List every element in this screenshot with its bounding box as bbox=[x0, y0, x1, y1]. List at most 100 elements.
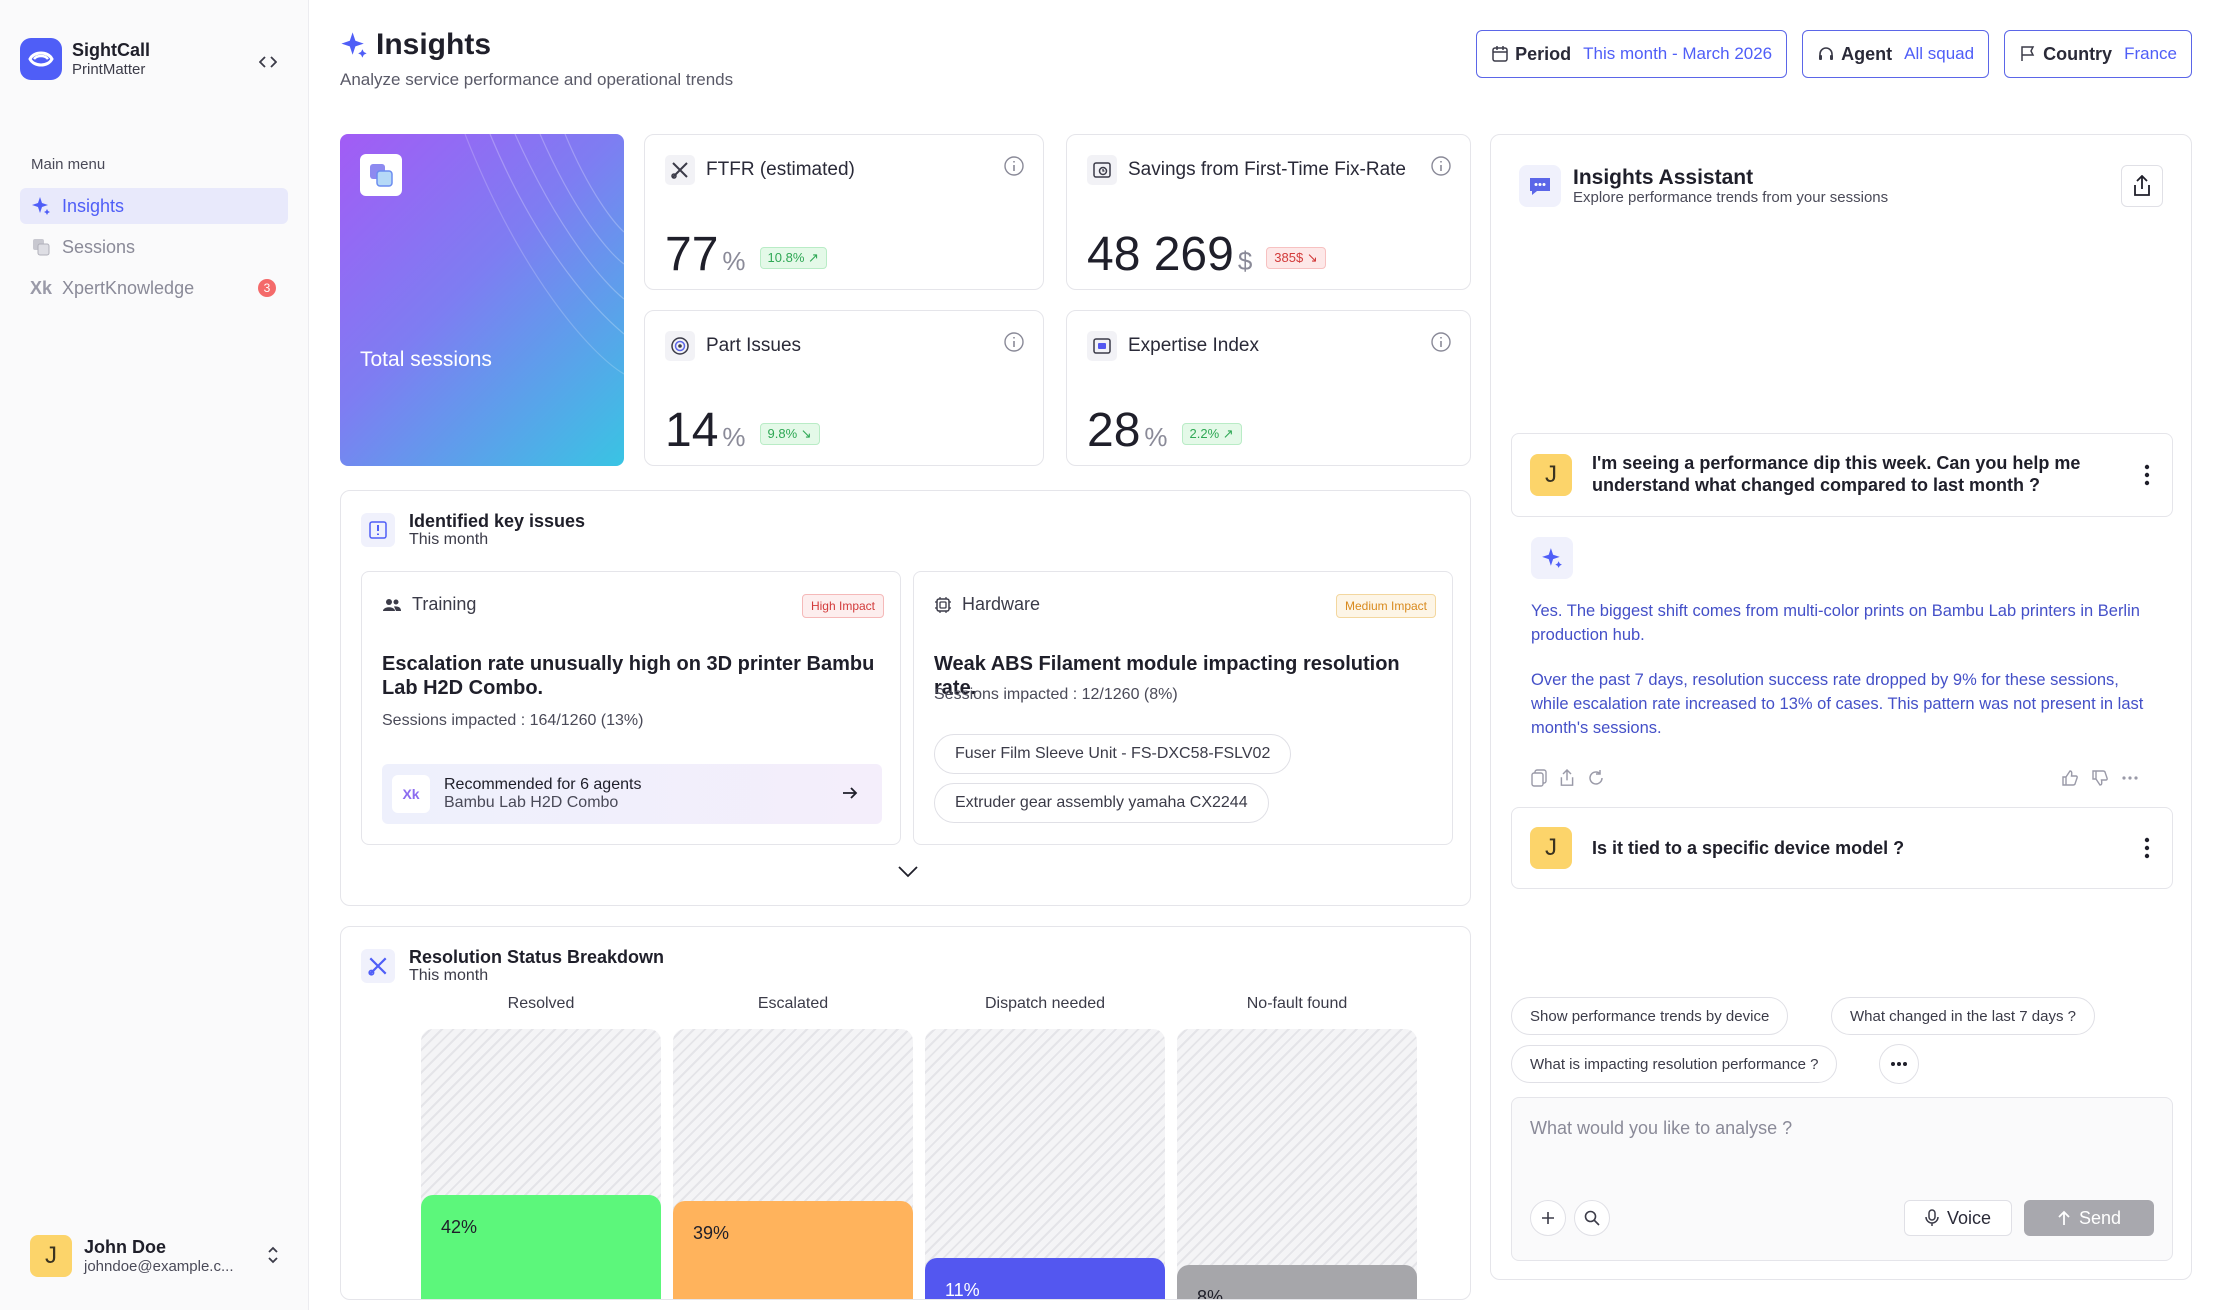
filter-value: This month - March 2026 bbox=[1583, 44, 1773, 63]
sidebar-item-label: Insights bbox=[62, 195, 125, 216]
chevron-down-icon[interactable] bbox=[896, 863, 920, 879]
arrow-up-right-icon: ↗ bbox=[1222, 425, 1234, 441]
chip-icon bbox=[934, 596, 952, 614]
share-icon bbox=[2132, 175, 2152, 197]
calendar-icon bbox=[1491, 45, 1509, 63]
bar-value-label: 42% bbox=[441, 1216, 478, 1237]
sparkle-icon bbox=[30, 195, 52, 217]
assistant-reply-paragraph: Yes. The biggest shift comes from multi-… bbox=[1531, 602, 2140, 644]
brand-name: SightCall bbox=[72, 40, 151, 60]
sidebar: SightCall PrintMatter Main menu Insights… bbox=[0, 0, 309, 1310]
more-suggestions-button[interactable] bbox=[1879, 1044, 1919, 1084]
chat-input[interactable] bbox=[1530, 1118, 2150, 1178]
reply-actions bbox=[1531, 769, 2151, 789]
user-name: John Doe bbox=[84, 1236, 167, 1257]
trend-badge: 2.2% ↗ bbox=[1181, 422, 1242, 445]
bar[interactable]: 8% bbox=[1177, 1264, 1417, 1299]
voice-button[interactable]: Voice bbox=[1904, 1200, 2013, 1236]
savings-card: Savings from First-Time Fix-Rate 48 269 … bbox=[1066, 134, 1471, 290]
copy-icon[interactable] bbox=[1531, 769, 1547, 787]
info-icon[interactable] bbox=[1430, 155, 1452, 177]
chat-composer: Voice Send bbox=[1511, 1097, 2173, 1261]
thumbs-down-icon[interactable] bbox=[2091, 769, 2109, 787]
training-issue-card[interactable]: Training High Impact Escalation rate unu… bbox=[361, 571, 901, 845]
bar-value-label: 39% bbox=[693, 1222, 730, 1243]
filter-bar: Period This month - March 2026 Agent All… bbox=[1461, 30, 2192, 78]
search-button[interactable] bbox=[1574, 1200, 1610, 1236]
more-vertical-icon[interactable] bbox=[2144, 464, 2150, 486]
microphone-icon bbox=[1925, 1209, 1939, 1227]
avatar: J bbox=[30, 1235, 72, 1277]
kpi-label: Savings from First-Time Fix-Rate bbox=[1128, 159, 1406, 180]
message-text: Is it tied to a specific device model ? bbox=[1592, 838, 1905, 858]
kpi-label: FTFR (estimated) bbox=[706, 159, 855, 180]
brand-logo bbox=[20, 38, 62, 80]
share-button[interactable] bbox=[2121, 165, 2163, 207]
section-subtitle: This month bbox=[409, 531, 489, 548]
expertise-icon bbox=[1087, 331, 1117, 361]
period-filter[interactable]: Period This month - March 2026 bbox=[1476, 30, 1788, 78]
part-chip[interactable]: Extruder gear assembly yamaha CX2244 bbox=[934, 783, 1269, 823]
recommendation-banner[interactable]: Xk Recommended for 6 agents Bambu Lab H2… bbox=[382, 764, 882, 824]
bar-track: 8% bbox=[1177, 1029, 1417, 1299]
card-wave-pattern bbox=[464, 134, 624, 375]
assistant-reply-paragraph: Over the past 7 days, resolution success… bbox=[1531, 671, 2144, 737]
expertise-index-card: Expertise Index 28 % 2.2% ↗ bbox=[1066, 310, 1471, 466]
filter-value: All squad bbox=[1904, 44, 1975, 63]
bar[interactable]: 42% bbox=[421, 1194, 661, 1299]
collapse-sidebar-button[interactable] bbox=[256, 50, 280, 74]
country-filter[interactable]: Country France bbox=[2004, 30, 2192, 78]
tools-icon bbox=[361, 949, 395, 983]
assistant-title: Insights Assistant bbox=[1573, 165, 1754, 189]
send-button[interactable]: Send bbox=[2024, 1200, 2154, 1236]
bar-category-label: No-fault found bbox=[1246, 995, 1348, 1012]
sidebar-item-sessions[interactable]: Sessions bbox=[20, 229, 288, 265]
flag-icon bbox=[2019, 45, 2037, 63]
info-icon[interactable] bbox=[1003, 331, 1025, 353]
sparkle-icon bbox=[1531, 537, 1573, 579]
arrow-right-icon bbox=[840, 783, 860, 803]
hardware-issue-card[interactable]: Hardware Medium Impact Weak ABS Filament… bbox=[913, 571, 1453, 845]
suggestion-chip[interactable]: What is impacting resolution performance… bbox=[1511, 1045, 1838, 1083]
page-title: Insights bbox=[340, 28, 491, 62]
notification-badge: 3 bbox=[258, 279, 276, 297]
sidebar-item-insights[interactable]: Insights bbox=[20, 188, 288, 224]
info-icon[interactable] bbox=[1003, 155, 1025, 177]
resolution-breakdown-section: Resolution Status Breakdown This month R… bbox=[340, 926, 1471, 1300]
kpi-label: Total sessions bbox=[360, 348, 492, 371]
kpi-value: 48 269 bbox=[1087, 228, 1234, 281]
bar[interactable]: 11% bbox=[925, 1258, 1165, 1299]
info-icon[interactable] bbox=[1430, 331, 1452, 353]
xk-icon: Xk bbox=[30, 277, 53, 298]
bar-category-label: Escalated bbox=[757, 995, 829, 1012]
brand[interactable]: SightCall PrintMatter bbox=[20, 38, 150, 80]
thumbs-up-icon[interactable] bbox=[2061, 769, 2079, 787]
bar-value-label: 11% bbox=[945, 1280, 980, 1299]
add-attachment-button[interactable] bbox=[1530, 1200, 1566, 1236]
more-vertical-icon[interactable] bbox=[2144, 837, 2150, 859]
trend-badge: 385$ ↘ bbox=[1266, 246, 1326, 269]
kpi-label: Part Issues bbox=[706, 335, 802, 356]
bar-category-label: Resolved bbox=[507, 995, 575, 1012]
bar[interactable]: 39% bbox=[673, 1200, 913, 1299]
agent-filter[interactable]: Agent All squad bbox=[1802, 30, 1990, 78]
part-chip[interactable]: Fuser Film Sleeve Unit - FS-DXC58-FSLV02 bbox=[934, 734, 1292, 774]
sidebar-item-xpertknowledge[interactable]: Xk XpertKnowledge 3 bbox=[20, 270, 288, 306]
share-icon[interactable] bbox=[1559, 769, 1575, 787]
section-title: Identified key issues bbox=[409, 511, 586, 531]
suggestion-chip[interactable]: Show performance trends by device bbox=[1511, 997, 1789, 1035]
user-email: johndoe@example.c... bbox=[84, 1257, 234, 1275]
user-message: J Is it tied to a specific device model … bbox=[1511, 807, 2173, 889]
suggestion-chip[interactable]: What changed in the last 7 days ? bbox=[1831, 997, 2095, 1035]
page-subtitle: Analyze service performance and operatio… bbox=[340, 70, 734, 89]
refresh-icon[interactable] bbox=[1587, 769, 1605, 787]
kpi-unit: % bbox=[1144, 422, 1168, 452]
sidebar-item-label: Sessions bbox=[62, 236, 136, 257]
chevron-up-down-icon bbox=[266, 1245, 280, 1265]
sessions-impacted: Sessions impacted : 164/1260 (13%) bbox=[382, 712, 644, 729]
more-horizontal-icon[interactable] bbox=[2121, 769, 2139, 787]
arrow-up-right-icon: ↗ bbox=[808, 249, 819, 265]
page-title-text: Insights bbox=[376, 28, 492, 61]
user-menu[interactable]: J John Doe johndoe@example.c... bbox=[30, 1235, 280, 1277]
arrow-down-right-icon: ↘ bbox=[1306, 249, 1318, 265]
